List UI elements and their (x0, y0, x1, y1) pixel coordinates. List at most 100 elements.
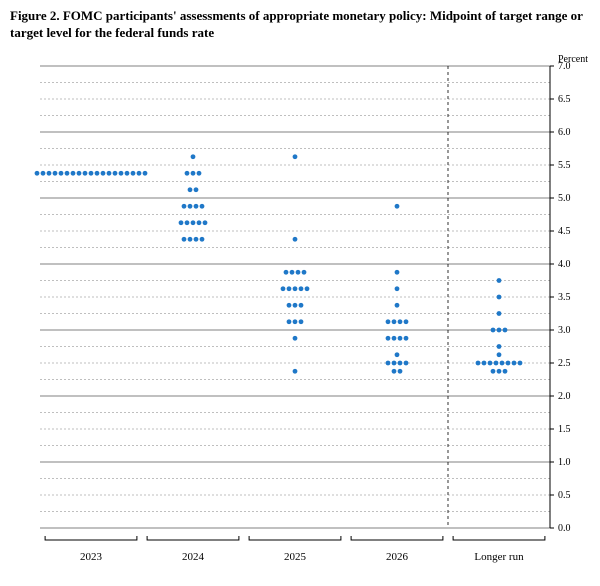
dot (518, 360, 523, 365)
dot (305, 286, 310, 291)
dot (95, 171, 100, 176)
dot (182, 237, 187, 242)
dot (497, 294, 502, 299)
dot (395, 352, 400, 357)
dot (293, 369, 298, 374)
dot (398, 319, 403, 324)
x-label-2026: 2026 (386, 551, 409, 563)
dot (392, 336, 397, 341)
dot (182, 204, 187, 209)
dot (59, 171, 64, 176)
dot (191, 220, 196, 225)
x-label-2024: 2024 (182, 551, 205, 563)
dot (296, 270, 301, 275)
dot (398, 369, 403, 374)
dot (404, 336, 409, 341)
dot (35, 171, 40, 176)
dot (392, 319, 397, 324)
ytick-label: 0.0 (558, 523, 571, 534)
ytick-label: 1.0 (558, 457, 571, 468)
dot (404, 360, 409, 365)
dot (392, 360, 397, 365)
dot (287, 303, 292, 308)
dot (200, 237, 205, 242)
dot (197, 171, 202, 176)
ytick-label: 2.5 (558, 358, 571, 369)
dot (398, 360, 403, 365)
ytick-label: 6.5 (558, 94, 571, 105)
dot (143, 171, 148, 176)
dot (503, 369, 508, 374)
dot (293, 237, 298, 242)
ytick-label: 5.5 (558, 160, 571, 171)
dot (113, 171, 118, 176)
dot (197, 220, 202, 225)
dot (89, 171, 94, 176)
ytick-label: 5.0 (558, 193, 571, 204)
dot (107, 171, 112, 176)
dot (287, 319, 292, 324)
dot (194, 204, 199, 209)
dot (287, 286, 292, 291)
dot (194, 187, 199, 192)
dot (65, 171, 70, 176)
x-label-2023: 2023 (80, 551, 103, 563)
dot (512, 360, 517, 365)
dot (83, 171, 88, 176)
dot (71, 171, 76, 176)
dot (491, 369, 496, 374)
dot (302, 270, 307, 275)
dot (503, 327, 508, 332)
dot (386, 319, 391, 324)
dot (497, 278, 502, 283)
dot (191, 171, 196, 176)
dot (293, 303, 298, 308)
dot (392, 369, 397, 374)
dot (293, 286, 298, 291)
dot (386, 360, 391, 365)
dot (494, 360, 499, 365)
dot (281, 286, 286, 291)
dot (293, 154, 298, 159)
dot (185, 220, 190, 225)
dot (41, 171, 46, 176)
dot (395, 286, 400, 291)
ytick-label: 3.0 (558, 325, 571, 336)
dot (506, 360, 511, 365)
dot (137, 171, 142, 176)
dot (497, 327, 502, 332)
dot (491, 327, 496, 332)
dot (53, 171, 58, 176)
dot (398, 336, 403, 341)
chart-svg: 0.00.51.01.52.02.53.03.54.04.55.05.56.06… (10, 48, 590, 568)
dot (488, 360, 493, 365)
dot (200, 204, 205, 209)
dot (179, 220, 184, 225)
dot (191, 154, 196, 159)
dot (47, 171, 52, 176)
dot (290, 270, 295, 275)
ytick-label: 4.5 (558, 226, 571, 237)
ytick-label: 0.5 (558, 490, 571, 501)
dot (497, 344, 502, 349)
ytick-label: 6.0 (558, 127, 571, 138)
dot (395, 204, 400, 209)
dot (77, 171, 82, 176)
dot (395, 270, 400, 275)
dot (203, 220, 208, 225)
figure-title: Figure 2. FOMC participants' assessments… (10, 8, 590, 42)
dot (293, 319, 298, 324)
ytick-label: 2.0 (558, 391, 571, 402)
dot (500, 360, 505, 365)
dot (497, 352, 502, 357)
dot (476, 360, 481, 365)
dot (299, 286, 304, 291)
dot (299, 303, 304, 308)
ytick-label: 1.5 (558, 424, 571, 435)
chart-bg (10, 48, 590, 568)
dot (386, 336, 391, 341)
dot (185, 171, 190, 176)
x-label-2025: 2025 (284, 551, 307, 563)
ytick-label: 3.5 (558, 292, 571, 303)
dot (395, 303, 400, 308)
